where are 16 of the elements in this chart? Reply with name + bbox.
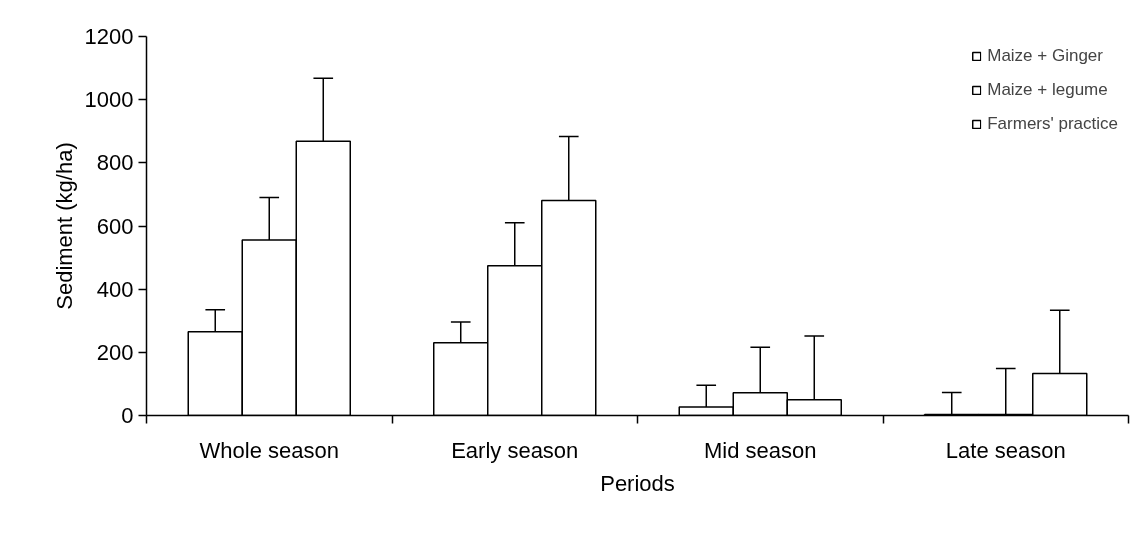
y-tick-label: 1200 (84, 24, 134, 49)
y-tick-label: 600 (96, 213, 134, 239)
x-axis-title: Periods (600, 470, 675, 496)
x-tick-label: Whole season (199, 437, 339, 463)
y-axis-title: Sediment (kg/ha) (51, 142, 77, 310)
y-tick-label: 1000 (84, 87, 134, 113)
legend-label: Maize + legume (987, 80, 1108, 100)
legend-label: Farmers' practice (987, 114, 1118, 134)
x-tick-label: Early season (451, 437, 579, 463)
x-tick-label: Late season (945, 437, 1066, 463)
y-tick-label: 0 (121, 403, 134, 428)
y-tick-label: 400 (96, 276, 134, 302)
x-tick-label: Mid season (704, 437, 817, 463)
legend-label: Maize + Ginger (987, 46, 1103, 66)
y-tick-label: 800 (96, 150, 134, 176)
y-tick-label: 200 (96, 339, 134, 365)
